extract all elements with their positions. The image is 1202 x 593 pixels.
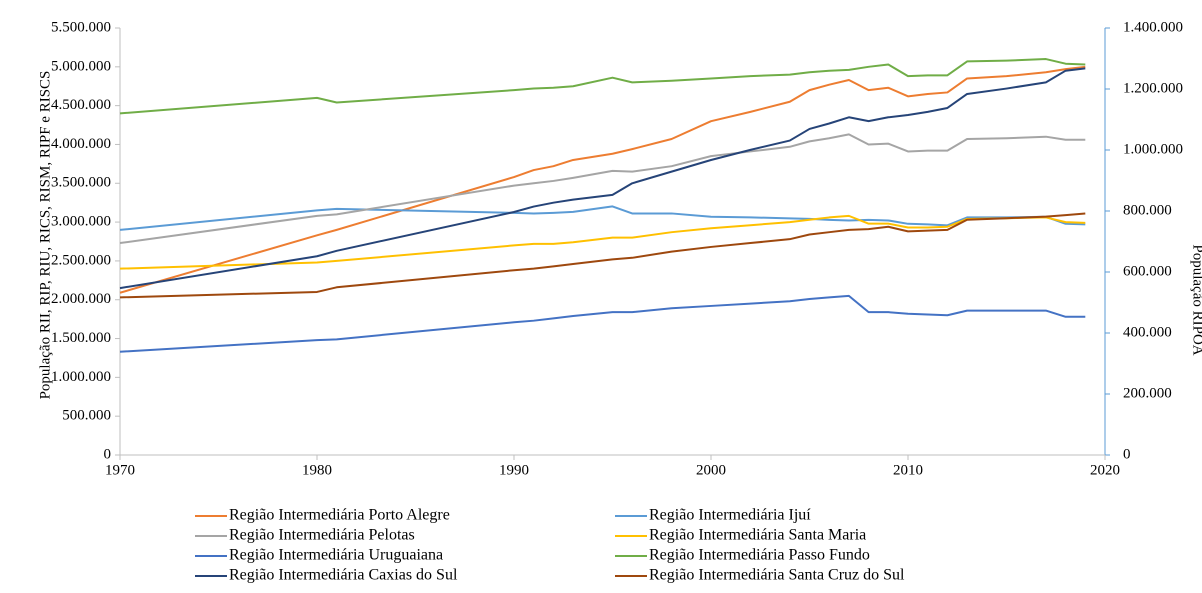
x-tick-label: 2020 [1090, 462, 1120, 478]
y-tick-label: 5.000.000 [51, 58, 111, 74]
legend-label: Região Intermediária Santa Cruz do Sul [649, 567, 905, 584]
y-tick-label: 3.000.000 [51, 214, 111, 230]
y-tick-label: 5.500.000 [51, 19, 111, 35]
data-line [119, 67, 1086, 290]
y-tick-label: 3.500.000 [51, 175, 111, 191]
y2-tick-label: 1.200.000 [1123, 80, 1183, 96]
y-tick-label: 4.500.000 [51, 97, 111, 113]
y2-tick-label: 600.000 [1123, 263, 1172, 279]
data-line [119, 65, 1086, 294]
y2-tick-label: 200.000 [1123, 385, 1172, 401]
y2-tick-label: 1.400.000 [1123, 19, 1183, 35]
legend-label: Região Intermediária Caxias do Sul [229, 567, 458, 584]
data-line [119, 294, 1086, 353]
x-tick-label: 1990 [499, 462, 529, 478]
legend-label: Região Intermediária Santa Maria [649, 527, 866, 544]
x-tick-label: 1980 [302, 462, 332, 478]
y2-tick-label: 1.000.000 [1123, 141, 1183, 157]
y-axis-label: População RII, RIP, RIU, RICS, RISM, RIP… [37, 71, 53, 400]
y2-tick-label: 800.000 [1123, 202, 1172, 218]
data-line [119, 205, 1086, 231]
y-tick-label: 1.000.000 [51, 369, 111, 385]
y-tick-label: 2.500.000 [51, 252, 111, 268]
legend-label: Região Intermediária Ijuí [649, 507, 811, 524]
legend-label: Região Intermediária Porto Alegre [229, 507, 450, 524]
y2-axis-label: População RIPOA [1190, 244, 1202, 355]
data-line [119, 214, 1086, 270]
legend-label: Região Intermediária Passo Fundo [649, 547, 870, 564]
legend-label: Região Intermediária Uruguaiana [229, 547, 443, 564]
data-line [119, 133, 1086, 245]
y2-tick-label: 400.000 [1123, 324, 1172, 340]
data-line [119, 212, 1086, 299]
x-tick-label: 2000 [696, 462, 726, 478]
data-line [119, 58, 1086, 115]
y-tick-label: 4.000.000 [51, 136, 111, 152]
y-tick-label: 0 [104, 446, 112, 462]
y-tick-label: 500.000 [62, 408, 111, 424]
y2-tick-label: 0 [1123, 446, 1131, 462]
x-tick-label: 1970 [105, 462, 135, 478]
y-tick-label: 2.000.000 [51, 291, 111, 307]
x-tick-label: 2010 [893, 462, 923, 478]
legend-label: Região Intermediária Pelotas [229, 527, 415, 544]
y-tick-label: 1.500.000 [51, 330, 111, 346]
